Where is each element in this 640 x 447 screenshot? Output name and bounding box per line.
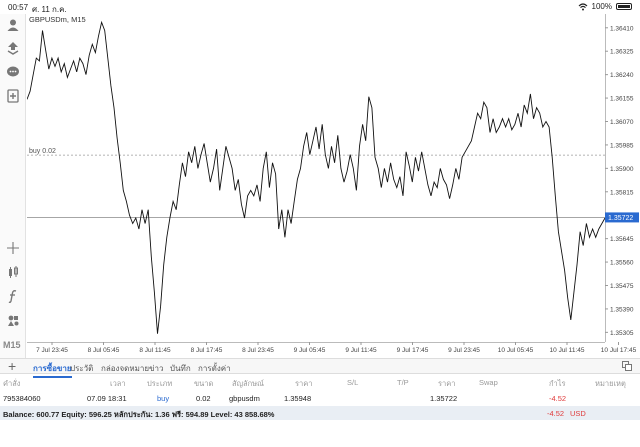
y-tick-label: 1.35560	[610, 260, 634, 267]
order-type: buy	[157, 394, 170, 403]
tab-mailbox[interactable]: กล่องจดหมาย	[101, 364, 150, 373]
col-comment: หมายเหตุ	[595, 379, 626, 388]
indicators-icon[interactable]	[4, 263, 22, 281]
tab-news[interactable]: ข่าว	[149, 364, 164, 373]
y-tick-label: 1.35815	[610, 189, 634, 196]
x-axis: 7 Jul 23:45 8 Jul 05:45 8 Jul 11:45 8 Jul 1…	[36, 342, 637, 354]
chat-icon[interactable]	[4, 63, 22, 81]
col-volume: ขนาด	[194, 379, 214, 388]
balance-bar: Balance: 600.77 Equity: 596.25 หลักประกั…	[0, 406, 640, 420]
order-price: 1.35722	[430, 394, 458, 403]
account-icon[interactable]	[4, 16, 22, 34]
total-profit: -4.52	[547, 409, 565, 418]
x-tick-label: 10 Jul 17:45	[601, 347, 637, 354]
trade-icon[interactable]	[4, 39, 22, 57]
tab-trade[interactable]: การซื้อขาย	[33, 364, 72, 378]
profit-currency: USD	[570, 409, 586, 418]
x-tick-label: 9 Jul 05:45	[294, 347, 326, 354]
wifi-icon	[578, 2, 587, 10]
status-bar: 00:57 ศ. 11 ก.ค. 100%	[0, 0, 640, 14]
order-ticket: 795384060	[3, 394, 41, 403]
order-profit: -4.52	[549, 394, 567, 403]
y-tick-label: 1.36410	[610, 25, 634, 32]
x-tick-label: 9 Jul 17:45	[397, 347, 429, 354]
y-tick-label: 1.35985	[610, 142, 634, 149]
col-symbol: สัญลักษณ์	[232, 379, 265, 388]
col-price: ราคา	[438, 379, 456, 388]
battery-percent: 100%	[591, 2, 612, 11]
current-price-value: 1.35722	[608, 215, 633, 222]
current-price-tag	[605, 212, 639, 223]
col-open-price: ราคา	[295, 379, 313, 388]
timeframe-label[interactable]: M15	[3, 340, 21, 350]
y-tick-label: 1.36325	[610, 49, 634, 56]
tab-journal[interactable]: บันทึก	[170, 364, 191, 373]
price-chart[interactable]: GBPUSDm, M15 buy 0.02 1.364101.363251.36…	[27, 14, 640, 358]
x-tick-label: 8 Jul 05:45	[88, 347, 120, 354]
x-tick-label: 9 Jul 11:45	[345, 347, 377, 354]
x-tick-label: 7 Jul 23:45	[36, 347, 68, 354]
status-date: ศ. 11 ก.ค.	[32, 5, 67, 14]
col-ticket: คำสั่ง	[3, 379, 21, 388]
order-row[interactable]: 795384060 07.09 18:31 buy 0.02 gbpusdm 1…	[0, 391, 640, 405]
y-tick-label: 1.36155	[610, 96, 634, 103]
status-time: 00:57	[8, 3, 29, 12]
balance-summary: Balance: 600.77 Equity: 596.25 หลักประกั…	[3, 410, 275, 419]
y-tick-label: 1.35305	[610, 330, 634, 337]
order-open-price: 1.35948	[284, 394, 312, 403]
y-tick-label: 1.36240	[610, 72, 634, 79]
order-volume: 0.02	[196, 394, 211, 403]
x-tick-label: 8 Jul 23:45	[242, 347, 274, 354]
objects-icon[interactable]	[4, 311, 22, 329]
col-profit: กำไร	[549, 379, 566, 388]
x-tick-label: 9 Jul 23:45	[448, 347, 480, 354]
y-tick-label: 1.35645	[610, 236, 634, 243]
col-swap: Swap	[479, 378, 498, 387]
col-sl: S/L	[347, 378, 359, 387]
col-time: เวลา	[110, 379, 126, 388]
y-tick-label: 1.35390	[610, 306, 634, 313]
order-time: 07.09 18:31	[87, 394, 127, 403]
add-icon[interactable]: +	[8, 358, 17, 374]
y-axis: 1.36410 1.36325 1.36240 1.36155 1.36070 1.359…	[605, 25, 634, 337]
orders-header: คำสั่ง เวลา ประเภท ขนาด สัญลักษณ์ ราคา S…	[0, 375, 640, 389]
y-tick-label: 1.35475	[610, 283, 634, 290]
crosshair-icon[interactable]	[4, 239, 22, 257]
price-series-line	[27, 20, 606, 334]
buy-level-label: buy 0.02	[29, 148, 56, 155]
battery-icon	[616, 3, 632, 10]
status-right: 100%	[578, 2, 632, 11]
x-tick-label: 8 Jul 11:45	[139, 347, 171, 354]
col-type: ประเภท	[147, 379, 173, 388]
split-view-icon[interactable]	[622, 361, 632, 373]
order-symbol: gbpusdm	[229, 394, 260, 403]
y-tick-label: 1.36070	[610, 119, 634, 126]
tab-settings[interactable]: การตั้งค่า	[198, 364, 231, 373]
x-tick-label: 10 Jul 11:45	[550, 347, 585, 354]
chart-title: GBPUSDm, M15	[29, 15, 86, 24]
chart-toolbar: M15	[0, 14, 26, 358]
col-tp: T/P	[397, 378, 409, 387]
tab-history[interactable]: ประวัติ	[70, 364, 94, 373]
x-tick-label: 8 Jul 17:45	[191, 347, 223, 354]
function-icon[interactable]	[4, 287, 22, 305]
y-tick-label: 1.35900	[610, 166, 634, 173]
x-tick-label: 10 Jul 05:45	[498, 347, 534, 354]
new-order-icon[interactable]	[4, 87, 22, 105]
terminal-tabs: + การซื้อขาย ประวัติ กล่องจดหมาย ข่าว บั…	[0, 358, 640, 378]
